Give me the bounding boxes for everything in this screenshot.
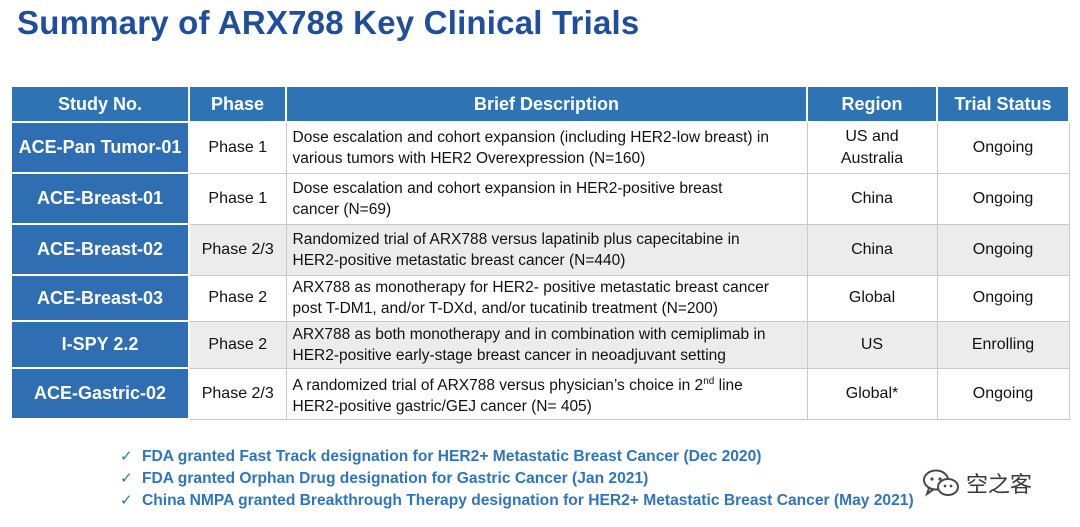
table-row: ACE-Breast-01 Phase 1 Dose escalation an… bbox=[10, 172, 1070, 225]
region: US bbox=[806, 320, 938, 369]
trial-status: Ongoing bbox=[936, 172, 1070, 225]
region: US and Australia bbox=[806, 121, 938, 174]
table-row: ACE-Breast-03 Phase 2 ARX788 as monother… bbox=[10, 274, 1070, 322]
description-text: A randomized trial of ARX788 versus phys… bbox=[292, 376, 704, 394]
note-item: ✓ FDA granted Fast Track designation for … bbox=[120, 446, 914, 468]
description-text: line bbox=[714, 376, 743, 394]
study-no: ACE-Breast-02 bbox=[10, 223, 190, 276]
brief-description: Dose escalation and cohort expansion in … bbox=[285, 172, 808, 225]
watermark-text: 空之客 bbox=[966, 473, 1033, 498]
phase: Phase 2 bbox=[188, 320, 287, 369]
description-line: cancer (N=69) bbox=[292, 200, 392, 218]
designation-notes: ✓ FDA granted Fast Track designation for … bbox=[120, 446, 914, 512]
description-line: Dose escalation and cohort expansion (in… bbox=[292, 128, 769, 146]
description-line: HER2-positive gastric/GEJ cancer (N= 405… bbox=[292, 397, 592, 415]
study-no: ACE-Pan Tumor-01 bbox=[10, 121, 190, 174]
trial-status: Ongoing bbox=[936, 121, 1070, 174]
study-no: ACE-Gastric-02 bbox=[10, 367, 190, 420]
check-icon: ✓ bbox=[120, 492, 133, 509]
phase: Phase 2/3 bbox=[188, 367, 287, 420]
region-line: Australia bbox=[840, 149, 904, 167]
study-no: I-SPY 2.2 bbox=[10, 320, 190, 369]
page-title: Summary of ARX788 Key Clinical Trials bbox=[17, 4, 640, 41]
header-trial-status: Trial Status bbox=[936, 85, 1070, 123]
note-text: FDA granted Orphan Drug designation for … bbox=[142, 470, 649, 487]
study-no: ACE-Breast-01 bbox=[10, 172, 190, 225]
header-region: Region bbox=[806, 85, 938, 123]
description-line: A randomized trial of ARX788 versus phys… bbox=[292, 375, 743, 394]
region: China bbox=[806, 172, 938, 225]
wechat-icon bbox=[923, 469, 959, 497]
trials-table: Study No. Phase Brief Description Region… bbox=[10, 85, 1070, 420]
study-no: ACE-Breast-03 bbox=[10, 274, 190, 322]
header-study-no: Study No. bbox=[10, 85, 190, 123]
description-line: Dose escalation and cohort expansion in … bbox=[292, 179, 723, 197]
check-icon: ✓ bbox=[120, 470, 133, 487]
table-row: I-SPY 2.2 Phase 2 ARX788 as both monothe… bbox=[10, 320, 1070, 369]
note-item: ✓ FDA granted Orphan Drug designation for… bbox=[120, 468, 914, 490]
phase: Phase 2 bbox=[188, 274, 287, 322]
description-line: ARX788 as monotherapy for HER2- positive… bbox=[292, 279, 769, 296]
description-line: Randomized trial of ARX788 versus lapati… bbox=[292, 230, 740, 248]
brief-description: Randomized trial of ARX788 versus lapati… bbox=[285, 223, 808, 276]
phase: Phase 1 bbox=[188, 172, 287, 225]
description-line: ARX788 as both monotherapy and in combin… bbox=[292, 325, 766, 343]
brief-description: ARX788 as monotherapy for HER2- positive… bbox=[285, 274, 808, 322]
check-icon: ✓ bbox=[120, 448, 133, 465]
region: China bbox=[806, 223, 938, 276]
region: Global bbox=[806, 274, 938, 322]
note-text: FDA granted Fast Track designation for H… bbox=[142, 448, 762, 465]
note-item: ✓ China NMPA granted Breakthrough Therapy… bbox=[120, 490, 914, 512]
superscript-ordinal: nd bbox=[703, 375, 715, 387]
trial-status: Ongoing bbox=[936, 274, 1070, 322]
trial-status: Enrolling bbox=[936, 320, 1070, 369]
brief-description: A randomized trial of ARX788 versus phys… bbox=[285, 367, 808, 420]
table-row: ACE-Gastric-02 Phase 2/3 A randomized tr… bbox=[10, 367, 1070, 420]
header-phase: Phase bbox=[188, 85, 287, 123]
region: Global* bbox=[806, 367, 938, 420]
table-row: ACE-Pan Tumor-01 Phase 1 Dose escalation… bbox=[10, 121, 1070, 174]
region-line: US and bbox=[845, 127, 899, 145]
header-brief-description: Brief Description bbox=[285, 85, 808, 123]
table-header-row: Study No. Phase Brief Description Region… bbox=[10, 85, 1070, 123]
table-row: ACE-Breast-02 Phase 2/3 Randomized trial… bbox=[10, 223, 1070, 276]
brief-description: ARX788 as both monotherapy and in combin… bbox=[285, 320, 808, 369]
brief-description: Dose escalation and cohort expansion (in… bbox=[285, 121, 808, 174]
phase: Phase 2/3 bbox=[188, 223, 287, 276]
description-line: HER2-positive early-stage breast cancer … bbox=[292, 346, 726, 364]
trial-status: Ongoing bbox=[936, 367, 1070, 420]
description-line: various tumors with HER2 Overexpression … bbox=[292, 149, 646, 167]
trial-status: Ongoing bbox=[936, 223, 1070, 276]
watermark: 空之客 bbox=[922, 467, 1032, 499]
phase: Phase 1 bbox=[188, 121, 287, 174]
description-line: post T-DM1, and/or T-DXd, and/or tucatin… bbox=[292, 300, 718, 317]
description-line: HER2-positive metastatic breast cancer (… bbox=[292, 251, 626, 269]
note-text: China NMPA granted Breakthrough Therapy … bbox=[142, 492, 914, 509]
